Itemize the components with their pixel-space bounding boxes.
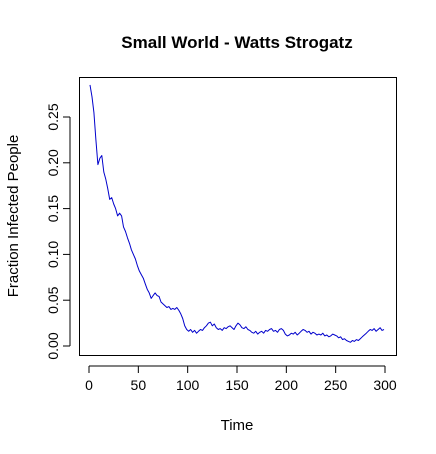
x-tick-label: 0 xyxy=(85,377,93,393)
y-tick-label: 0.15 xyxy=(45,195,61,222)
x-tick-label: 100 xyxy=(176,377,200,393)
x-axis: 0 50 100 150 200 250 300 xyxy=(85,365,397,393)
x-tick-label: 150 xyxy=(225,377,249,393)
y-axis-label: Fraction Infected People xyxy=(5,135,22,298)
x-axis-label: Time xyxy=(221,417,254,434)
y-tick-label: 0.10 xyxy=(45,241,61,268)
y-tick-label: 0.00 xyxy=(45,332,61,359)
y-tick-label: 0.20 xyxy=(45,149,61,176)
chart-title: Small World - Watts Strogatz xyxy=(121,33,352,52)
x-tick-label: 50 xyxy=(131,377,147,393)
y-axis: 0.00 0.05 0.10 0.15 0.20 0.25 xyxy=(45,103,71,360)
y-tick-label: 0.05 xyxy=(45,286,61,313)
y-tick-label: 0.25 xyxy=(45,103,61,130)
x-tick-label: 250 xyxy=(324,377,348,393)
series-layer xyxy=(89,84,385,343)
x-tick-label: 300 xyxy=(373,377,397,393)
series-line xyxy=(89,84,385,343)
plot-frame xyxy=(79,77,397,356)
x-tick-label: 200 xyxy=(275,377,299,393)
